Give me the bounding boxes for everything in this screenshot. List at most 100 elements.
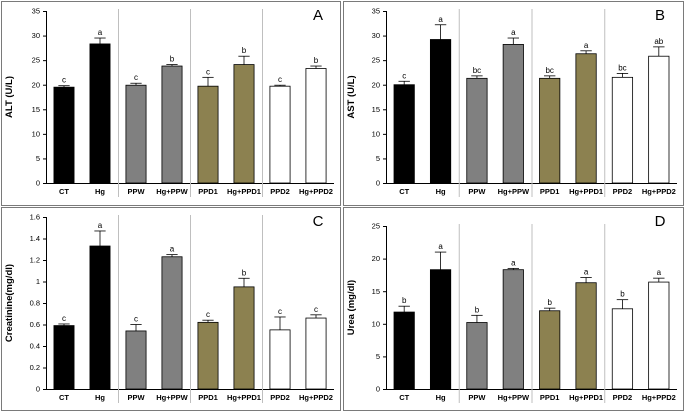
y-tick-label: 0 (36, 179, 40, 188)
significance-label: c (62, 76, 66, 85)
y-tick-label: 15 (372, 105, 380, 114)
significance-label: c (134, 315, 138, 324)
x-tick-label: CT (399, 187, 409, 196)
bar-ppd2 (611, 308, 634, 390)
y-tick-label: 1 (36, 277, 40, 286)
y-tick-label: 25 (372, 222, 380, 231)
y-tick-label: 25 (32, 56, 40, 65)
x-tick-label: Hg+PPW (498, 187, 530, 196)
significance-label: a (511, 28, 516, 37)
significance-label: c (134, 73, 138, 82)
bar-ppd2 (269, 329, 291, 390)
y-tick-label: 35 (32, 7, 40, 16)
bar-hg (89, 43, 111, 184)
x-tick-label: CT (59, 187, 69, 196)
y-tick-label: 30 (32, 31, 40, 40)
significance-label: a (584, 268, 589, 277)
x-tick-label: PPD1 (198, 187, 218, 196)
x-tick-label: PPD1 (540, 393, 560, 402)
y-tick-label: 0 (376, 179, 380, 188)
y-tick-label: 0.8 (30, 299, 40, 308)
x-tick-label: PPD1 (198, 393, 218, 402)
x-tick-label: PPD2 (270, 393, 290, 402)
y-tick-label: 15 (32, 105, 40, 114)
significance-label: b (475, 305, 480, 314)
significance-label: c (278, 307, 282, 316)
y-tick-label: 0.4 (30, 342, 40, 351)
x-tick-label: Hg+PPD2 (642, 393, 676, 402)
significance-label: b (314, 56, 319, 65)
x-tick-label: Hg+PPD1 (227, 393, 261, 402)
y-tick-label: 0 (376, 385, 380, 394)
x-tick-label: PPD2 (613, 393, 633, 402)
x-tick-label: CT (399, 393, 409, 402)
bar-hg (429, 269, 452, 390)
x-tick-label: PPD2 (270, 187, 290, 196)
bar-ppd1 (197, 321, 219, 390)
bar-hg (89, 245, 111, 390)
bar-ct (53, 86, 75, 184)
y-tick-label: 35 (372, 7, 380, 16)
significance-label: b (242, 268, 247, 277)
y-axis-title: AST (U/L) (346, 75, 357, 118)
y-axis-title: ALT (U/L) (4, 76, 15, 118)
y-tick-label: 1.2 (30, 256, 40, 265)
x-tick-label: PPW (127, 187, 145, 196)
significance-label: c (206, 310, 210, 319)
bar-ppw (466, 77, 488, 184)
bar-hg-ppw (161, 256, 183, 390)
y-tick-label: 20 (372, 254, 380, 263)
bar-hg-ppw (502, 269, 524, 390)
bar-hg-ppd2 (305, 68, 327, 184)
significance-label: a (170, 245, 175, 254)
panel-letter: B (655, 7, 665, 24)
bar-ppd1 (539, 77, 561, 184)
significance-label: bc (618, 63, 626, 72)
bar-hg-ppd2 (648, 55, 670, 184)
bar-ppw (466, 322, 488, 390)
bar-ct (53, 325, 75, 390)
y-tick-label: 1.4 (30, 234, 40, 243)
significance-label: a (511, 258, 516, 267)
bar-hg-ppd1 (233, 286, 255, 390)
y-tick-label: 5 (376, 154, 380, 163)
bar-ppd1 (197, 85, 219, 184)
bar-ppd1 (539, 310, 561, 390)
x-tick-label: Hg (436, 187, 446, 196)
bar-hg-ppd2 (305, 317, 327, 390)
panel-a: 0 5 10 15 20 25 30 35 ALT (U/L) Ac CT a Hg c PPW b Hg+PP… (1, 1, 341, 206)
x-tick-label: PPD1 (540, 187, 560, 196)
significance-label: bc (545, 66, 553, 75)
panel-c: 0 0.2 0.4 0.6 0.8 1 1.2 1.4 1.6 Creatinine(mg/dl)… (1, 207, 341, 411)
significance-label: c (278, 75, 282, 84)
significance-label: c (402, 71, 406, 80)
bar-hg-ppd1 (575, 53, 597, 184)
bar-ppw (125, 330, 147, 390)
significance-label: ab (654, 37, 663, 46)
bar-hg-ppw (502, 44, 524, 184)
y-tick-label: 0 (36, 385, 40, 394)
significance-label: a (98, 28, 103, 37)
x-tick-label: Hg+PPD2 (299, 393, 333, 402)
significance-label: a (98, 221, 103, 230)
significance-label: c (206, 67, 210, 76)
panel-d: 0 5 10 15 20 25 Urea (mg/dl) Db CT a Hg b PPW a Hg+PPW… (343, 207, 684, 411)
panel-letter: C (313, 213, 324, 230)
x-tick-label: Hg+PPW (156, 187, 188, 196)
y-tick-label: 20 (32, 80, 40, 89)
x-tick-label: PPW (468, 187, 486, 196)
significance-label: bc (473, 66, 481, 75)
x-tick-label: PPD2 (613, 187, 633, 196)
significance-label: b (170, 55, 175, 64)
significance-label: a (657, 268, 662, 277)
bar-ppd2 (269, 85, 291, 184)
significance-label: b (620, 290, 625, 299)
y-axis-title: Urea (mg/dl) (346, 280, 357, 335)
y-tick-label: 0.2 (30, 363, 40, 372)
x-tick-label: Hg (95, 187, 105, 196)
y-axis-title: Creatinine(mg/dl) (4, 264, 15, 342)
panel-letter: A (313, 7, 323, 24)
significance-label: a (584, 41, 589, 50)
x-tick-label: PPW (127, 393, 145, 402)
